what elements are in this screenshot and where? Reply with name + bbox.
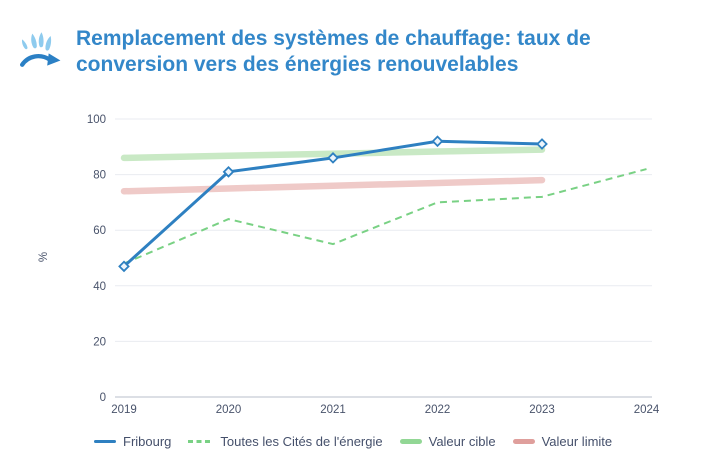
- y-tick-40: 40: [93, 281, 106, 293]
- legend-label-valeur-limite: Valeur limite: [541, 434, 613, 449]
- legend-item-toutes-les-cites[interactable]: Toutes les Cités de l'énergie: [188, 434, 383, 449]
- x-tick-2020: 2020: [216, 404, 242, 416]
- legend-swatch-valeur-limite: [512, 439, 535, 444]
- legend-swatch-toutes-les-cites: [188, 440, 214, 443]
- x-tick-2021: 2021: [320, 404, 346, 416]
- marker-fribourg: [118, 260, 130, 273]
- line-chart-canvas: 0 20 40 60 80 100% 2019 2020 2021 2022 2023 2024: [38, 114, 660, 416]
- chart-title-line1: Remplacement des systèmes de chauffage: …: [76, 27, 591, 50]
- heating-conversion-icon: [19, 32, 61, 67]
- y-tick-0: 0: [100, 392, 106, 404]
- chart-title: Remplacement des systèmes de chauffage: …: [76, 26, 701, 78]
- x-tick-2019: 2019: [111, 404, 137, 416]
- chart-legend: Fribourg Toutes les Cités de l'énergie V…: [94, 434, 612, 449]
- y-tick-100: 100: [87, 114, 106, 126]
- legend-item-fribourg[interactable]: Fribourg: [94, 434, 171, 449]
- chart-title-line2: conversion vers des énergies renouvelabl…: [76, 53, 519, 76]
- chart-header: Remplacement des systèmes de chauffage: …: [16, 26, 701, 78]
- legend-swatch-fribourg: [94, 440, 116, 443]
- marker-fribourg: [327, 152, 339, 164]
- marker-fribourg: [431, 135, 444, 148]
- x-tick-2023: 2023: [529, 404, 555, 416]
- series-toutes-les-cit-s-de-l-nergie: [123, 168, 647, 265]
- legend-swatch-valeur-cible: [399, 439, 422, 444]
- legend-item-valeur-limite[interactable]: Valeur limite: [512, 434, 613, 449]
- legend-label-toutes-les-cites: Toutes les Cités de l'énergie: [220, 434, 383, 449]
- series-valeur-limite: [120, 176, 546, 195]
- marker-fribourg: [536, 138, 548, 150]
- line-chart: 0 20 40 60 80 100% 2019 2020 2021 2022 2023 2024: [0, 100, 718, 432]
- x-tick-2024: 2024: [634, 404, 660, 416]
- marker-fribourg: [222, 165, 235, 178]
- legend-label-valeur-cible: Valeur cible: [428, 434, 496, 449]
- y-tick-20: 20: [93, 336, 106, 348]
- x-tick-2022: 2022: [425, 404, 451, 416]
- y-axis-label: %: [38, 252, 50, 262]
- legend-label-fribourg: Fribourg: [123, 434, 172, 449]
- y-tick-80: 80: [93, 170, 106, 182]
- y-tick-60: 60: [93, 225, 106, 237]
- legend-item-valeur-cible[interactable]: Valeur cible: [399, 434, 496, 449]
